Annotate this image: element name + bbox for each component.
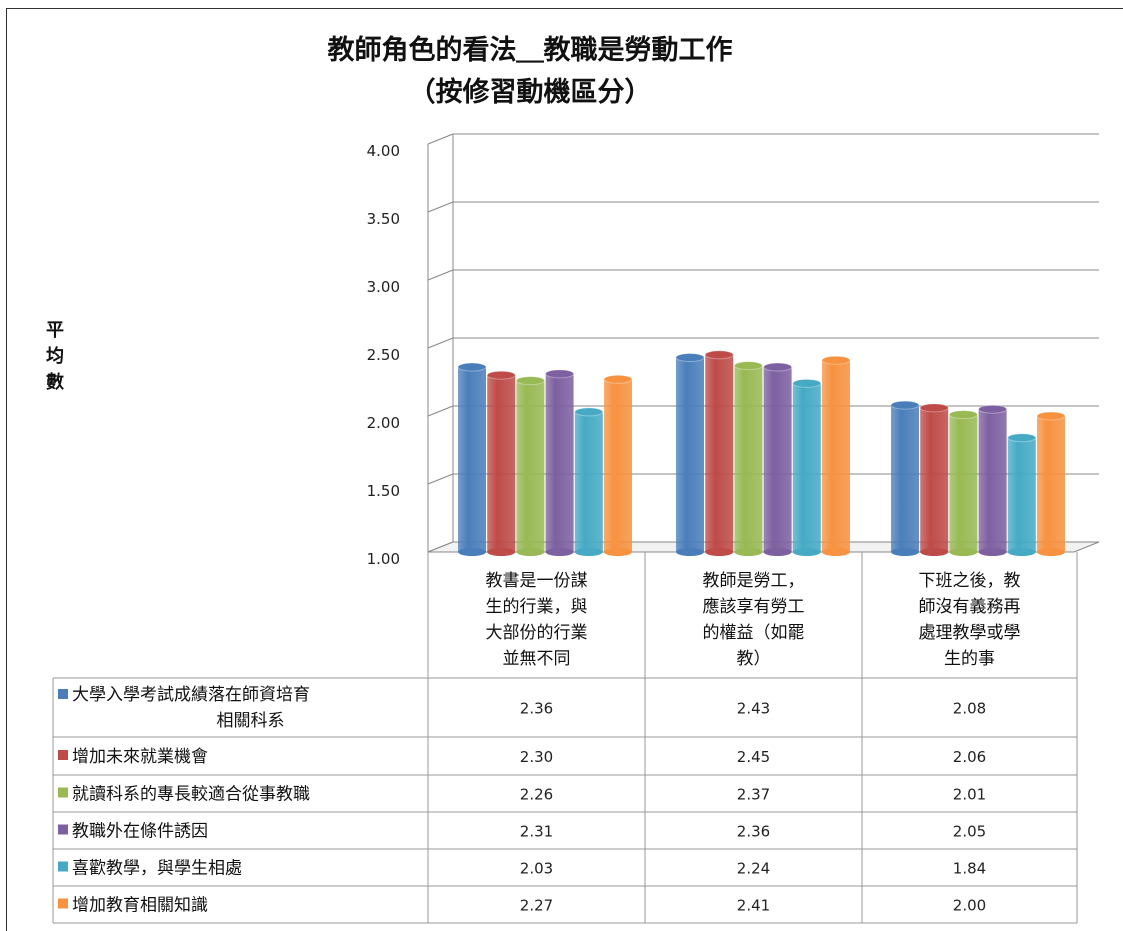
data-value-label: 2.01: [953, 786, 986, 804]
gridline-diagonal: [427, 473, 454, 485]
bar: [948, 410, 978, 556]
bar: [603, 374, 633, 556]
y-axis-label: 平均數: [40, 318, 70, 396]
category-label: 下班之後，教: [919, 571, 1021, 591]
y-tick-label: 2.00: [366, 414, 400, 432]
frame-border-top: [6, 8, 1123, 9]
y-tick-label: 1.00: [366, 550, 400, 568]
bar: [733, 361, 763, 556]
chart-subtitle: （按修習動機區分）: [408, 77, 652, 108]
category-label: 生的事: [944, 649, 995, 669]
bar: [763, 362, 793, 556]
y-tick-label: 1.50: [366, 482, 400, 500]
bar: [919, 403, 949, 556]
legend-swatch: [58, 898, 68, 909]
y-tick-label: 4.00: [366, 142, 400, 160]
legend-swatch: [58, 861, 68, 872]
data-value-label: 2.27: [520, 897, 553, 915]
legend-label: 就讀科系的專長較適合從事教職: [72, 785, 310, 805]
bar: [574, 407, 604, 556]
gridline-diagonal: [427, 201, 454, 213]
category-label: 教）: [737, 649, 771, 669]
data-value-label: 2.43: [737, 700, 770, 718]
data-value-label: 2.41: [737, 897, 770, 915]
bar: [792, 378, 822, 556]
category-label: 的權益（如罷: [703, 623, 805, 643]
category-label: 生的行業，與: [486, 597, 588, 617]
data-value-label: 2.36: [520, 700, 553, 718]
data-value-label: 2.36: [737, 823, 770, 841]
y-tick-label: 2.50: [366, 346, 400, 364]
data-value-label: 2.26: [520, 786, 553, 804]
bar: [704, 350, 734, 556]
legend-swatch: [58, 824, 68, 835]
data-value-label: 2.37: [737, 786, 770, 804]
gridline-diagonal: [427, 133, 454, 145]
bar: [890, 400, 920, 556]
data-value-label: 2.06: [953, 748, 986, 766]
y-axis-label-char: 均: [46, 346, 64, 367]
legend-swatch: [58, 689, 68, 699]
category-label: 教書是一份謀: [486, 571, 588, 591]
category-label: 應該享有勞工: [703, 596, 805, 617]
data-value-label: 2.24: [737, 860, 770, 878]
data-value-label: 2.05: [953, 823, 986, 841]
legend-label: 教職外在條件誘因: [72, 822, 208, 842]
bar: [486, 370, 516, 556]
bar: [545, 369, 575, 556]
legend-swatch: [58, 787, 68, 798]
category-label: 處理教學或學: [919, 623, 1021, 643]
legend-label: 喜歡教學，與學生相處: [72, 859, 242, 879]
bar: [1036, 411, 1066, 556]
category-label: 教師是勞工，: [703, 571, 805, 591]
data-value-label: 2.00: [953, 897, 986, 915]
data-value-label: 2.45: [737, 748, 770, 766]
bars: [457, 350, 1066, 556]
gridline-diagonal: [427, 269, 454, 281]
bar: [457, 362, 487, 556]
category-label: 並無不同: [503, 649, 571, 669]
category-label: 大部份的行業: [486, 623, 588, 643]
y-tick-label: 3.50: [366, 210, 400, 228]
y-axis-label-char: 平: [46, 320, 64, 341]
legend-label: 增加教育相關知識: [72, 896, 208, 916]
bar: [978, 404, 1008, 556]
frame-border-left: [6, 8, 7, 931]
data-value-label: 2.03: [520, 860, 553, 878]
bar: [515, 376, 545, 556]
category-label: 師沒有義務再: [919, 597, 1021, 617]
gridline-diagonal: [427, 337, 454, 349]
bar: [1007, 433, 1037, 556]
bar: [821, 355, 851, 556]
legend-label: 相關科系: [217, 711, 285, 731]
legend-swatch: [58, 750, 68, 760]
data-value-label: 2.31: [520, 823, 553, 841]
gridline-diagonal: [427, 405, 454, 417]
chart-title: 教師角色的看法＿教職是勞動工作: [327, 35, 733, 66]
bar: [675, 353, 705, 556]
data-value-label: 1.84: [953, 860, 986, 878]
legend-label: 增加未來就業機會: [72, 747, 208, 767]
data-value-label: 2.30: [520, 748, 553, 766]
y-axis-label-char: 數: [46, 372, 64, 393]
y-tick-label: 3.00: [366, 278, 400, 296]
legend-label: 大學入學考試成績落在師資培育: [72, 685, 310, 705]
data-value-label: 2.08: [953, 700, 986, 718]
